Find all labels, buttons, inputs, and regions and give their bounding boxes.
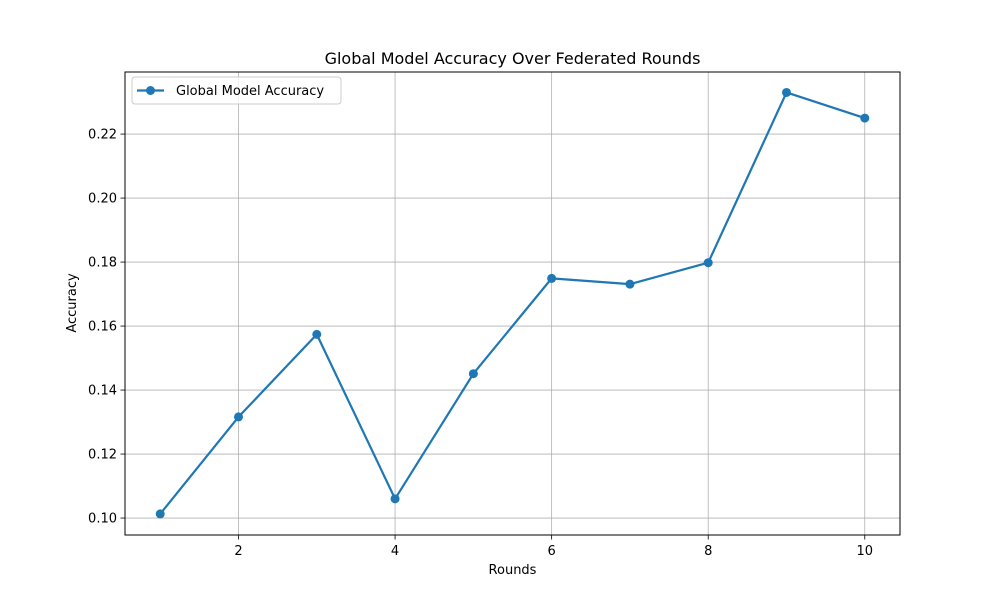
y-axis-ticks: 0.10 0.12 0.14 0.16 0.18 0.20 0.22 — [88, 128, 125, 527]
plot-frame — [124, 71, 901, 536]
x-tick-label: 10 — [856, 544, 873, 559]
x-tick-label: 6 — [548, 544, 556, 559]
data-point — [625, 279, 635, 289]
data-point — [860, 113, 870, 123]
y-tick-label: 0.18 — [88, 256, 117, 271]
x-tick-label: 4 — [391, 544, 399, 559]
data-point — [312, 329, 322, 339]
series-line — [159, 91, 866, 515]
y-tick-label: 0.10 — [88, 512, 117, 527]
grid — [125, 72, 900, 535]
x-tick-label: 2 — [234, 544, 242, 559]
legend: Global Model Accuracy — [131, 76, 342, 105]
x-tick-label: 8 — [704, 544, 712, 559]
data-point — [155, 509, 165, 519]
data-point — [234, 412, 244, 422]
y-tick-label: 0.20 — [88, 192, 117, 207]
x-axis-ticks: 2 4 6 8 10 — [234, 535, 873, 559]
data-point — [703, 258, 713, 268]
data-point — [468, 369, 478, 379]
chart-title: Global Model Accuracy Over Federated Rou… — [325, 49, 701, 68]
series-layer — [155, 87, 870, 519]
x-axis-label: Rounds — [489, 563, 537, 578]
y-tick-label: 0.16 — [88, 320, 117, 335]
y-tick-label: 0.14 — [88, 384, 117, 399]
data-point — [547, 273, 557, 283]
legend-box — [131, 76, 342, 105]
data-point — [781, 87, 791, 97]
y-tick-label: 0.12 — [88, 448, 117, 463]
legend-entry-label: Global Model Accuracy — [176, 84, 324, 99]
y-axis-label: Accuracy — [65, 273, 80, 333]
data-point — [390, 494, 400, 504]
legend-point-marker — [146, 86, 155, 95]
y-tick-label: 0.22 — [88, 128, 117, 143]
